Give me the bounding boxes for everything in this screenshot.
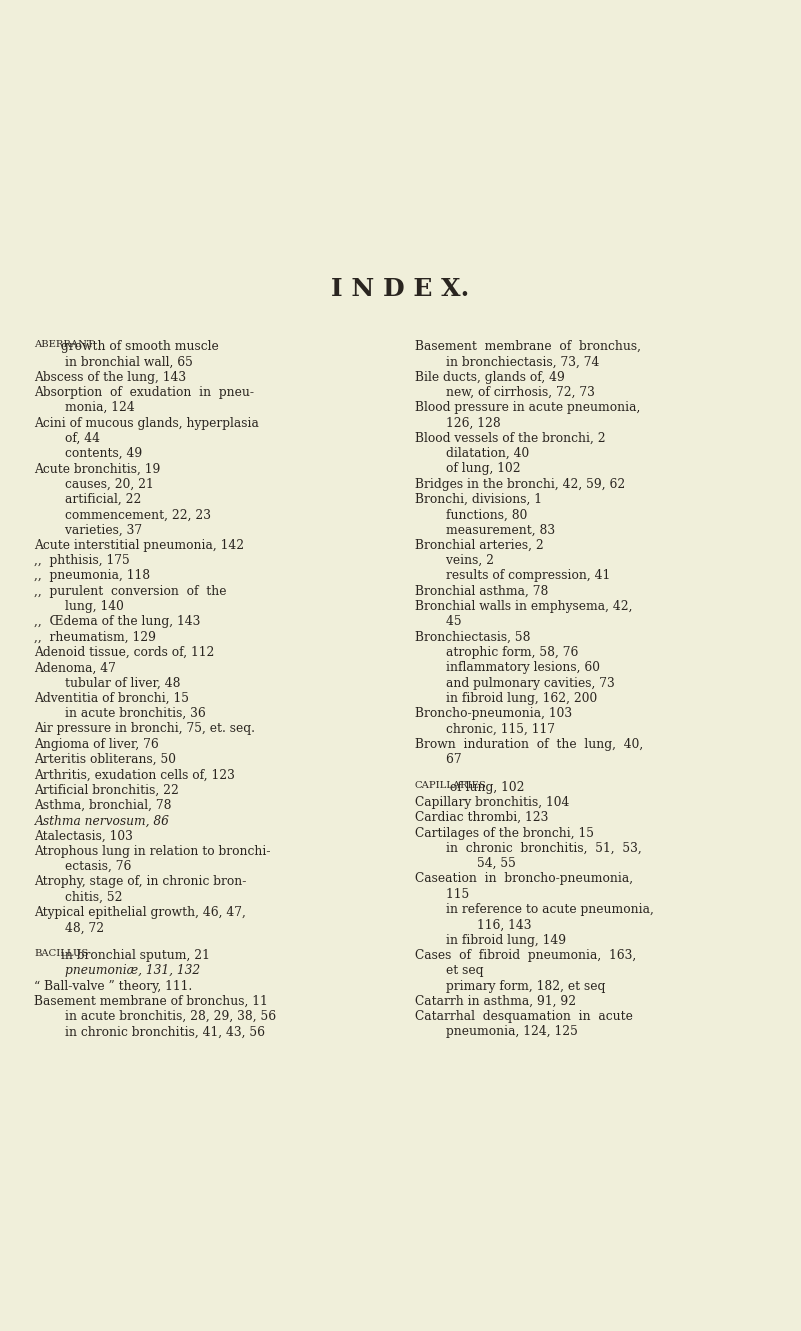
Text: 115: 115 <box>415 888 469 901</box>
Text: in fibroid lung, 149: in fibroid lung, 149 <box>415 933 566 946</box>
Text: Brown  induration  of  the  lung,  40,: Brown induration of the lung, 40, <box>415 737 643 751</box>
Text: 126, 128: 126, 128 <box>415 417 501 430</box>
Text: 67: 67 <box>415 753 461 767</box>
Text: in  chronic  bronchitis,  51,  53,: in chronic bronchitis, 51, 53, <box>415 841 642 855</box>
Text: Blood vessels of the bronchi, 2: Blood vessels of the bronchi, 2 <box>415 431 606 445</box>
Text: “ Ball-valve ” theory, 111.: “ Ball-valve ” theory, 111. <box>34 980 193 993</box>
Text: growth of smooth muscle: growth of smooth muscle <box>58 339 219 353</box>
Text: causes, 20, 21: causes, 20, 21 <box>34 478 155 491</box>
Text: Atalectasis, 103: Atalectasis, 103 <box>34 829 133 843</box>
Text: Adenoma, 47: Adenoma, 47 <box>34 662 116 675</box>
Text: Cases  of  fibroid  pneumonia,  163,: Cases of fibroid pneumonia, 163, <box>415 949 636 962</box>
Text: ,,  Œdema of the lung, 143: ,, Œdema of the lung, 143 <box>34 615 201 628</box>
Text: in bronchial wall, 65: in bronchial wall, 65 <box>34 355 193 369</box>
Text: functions, 80: functions, 80 <box>415 508 527 522</box>
Text: Bile ducts, glands of, 49: Bile ducts, glands of, 49 <box>415 370 565 383</box>
Text: in bronchial sputum, 21: in bronchial sputum, 21 <box>58 949 210 962</box>
Text: Arthritis, exudation cells of, 123: Arthritis, exudation cells of, 123 <box>34 768 235 781</box>
Text: 45: 45 <box>415 615 461 628</box>
Text: Acute interstitial pneumonia, 142: Acute interstitial pneumonia, 142 <box>34 539 244 552</box>
Text: ,,  pneumonia, 118: ,, pneumonia, 118 <box>34 570 151 583</box>
Text: Cartilages of the bronchi, 15: Cartilages of the bronchi, 15 <box>415 827 594 840</box>
Text: ABERRANT: ABERRANT <box>34 339 94 349</box>
Text: Absorption  of  exudation  in  pneu-: Absorption of exudation in pneu- <box>34 386 255 399</box>
Text: Arteritis obliterans, 50: Arteritis obliterans, 50 <box>34 753 176 767</box>
Text: 48, 72: 48, 72 <box>34 921 105 934</box>
Text: Atrophous lung in relation to bronchi-: Atrophous lung in relation to bronchi- <box>34 845 271 858</box>
Text: Acini of mucous glands, hyperplasia: Acini of mucous glands, hyperplasia <box>34 417 260 430</box>
Text: commencement, 22, 23: commencement, 22, 23 <box>34 508 211 522</box>
Text: pneumoniæ, 131, 132: pneumoniæ, 131, 132 <box>34 964 200 977</box>
Text: 116, 143: 116, 143 <box>415 918 531 932</box>
Text: chitis, 52: chitis, 52 <box>34 890 123 904</box>
Text: ,,  purulent  conversion  of  the: ,, purulent conversion of the <box>34 584 227 598</box>
Text: Bronchi, divisions, 1: Bronchi, divisions, 1 <box>415 492 542 506</box>
Text: contents, 49: contents, 49 <box>34 447 143 461</box>
Text: Bronchial arteries, 2: Bronchial arteries, 2 <box>415 539 544 552</box>
Text: Basement  membrane  of  bronchus,: Basement membrane of bronchus, <box>415 339 641 353</box>
Text: Asthma, bronchial, 78: Asthma, bronchial, 78 <box>34 799 172 812</box>
Text: Catarrh in asthma, 91, 92: Catarrh in asthma, 91, 92 <box>415 994 576 1008</box>
Text: in acute bronchitis, 28, 29, 38, 56: in acute bronchitis, 28, 29, 38, 56 <box>34 1010 276 1024</box>
Text: dilatation, 40: dilatation, 40 <box>415 447 529 461</box>
Text: ,,  phthisis, 175: ,, phthisis, 175 <box>34 554 131 567</box>
Text: veins, 2: veins, 2 <box>415 554 494 567</box>
Text: I N D E X.: I N D E X. <box>332 277 469 301</box>
Text: tubular of liver, 48: tubular of liver, 48 <box>34 676 181 689</box>
Text: monia, 124: monia, 124 <box>34 401 135 414</box>
Text: Blood pressure in acute pneumonia,: Blood pressure in acute pneumonia, <box>415 401 640 414</box>
Text: Broncho-pneumonia, 103: Broncho-pneumonia, 103 <box>415 707 572 720</box>
Text: 54, 55: 54, 55 <box>415 857 516 870</box>
Text: Abscess of the lung, 143: Abscess of the lung, 143 <box>34 370 187 383</box>
Text: in reference to acute pneumonia,: in reference to acute pneumonia, <box>415 902 654 916</box>
Text: in bronchiectasis, 73, 74: in bronchiectasis, 73, 74 <box>415 355 599 369</box>
Text: Bronchiectasis, 58: Bronchiectasis, 58 <box>415 631 530 644</box>
Text: Bridges in the bronchi, 42, 59, 62: Bridges in the bronchi, 42, 59, 62 <box>415 478 625 491</box>
Text: BACILLUS: BACILLUS <box>34 949 89 958</box>
Text: Capillary bronchitis, 104: Capillary bronchitis, 104 <box>415 796 570 809</box>
Text: lung, 140: lung, 140 <box>34 600 124 614</box>
Text: and pulmonary cavities, 73: and pulmonary cavities, 73 <box>415 676 614 689</box>
Text: Asthma nervosum, 86: Asthma nervosum, 86 <box>34 815 169 828</box>
Text: Air pressure in bronchi, 75, et. seq.: Air pressure in bronchi, 75, et. seq. <box>34 723 256 736</box>
Text: Angioma of liver, 76: Angioma of liver, 76 <box>34 737 159 751</box>
Text: Acute bronchitis, 19: Acute bronchitis, 19 <box>34 462 161 475</box>
Text: ectasis, 76: ectasis, 76 <box>34 860 132 873</box>
Text: Bronchial walls in emphysema, 42,: Bronchial walls in emphysema, 42, <box>415 600 633 614</box>
Text: Adventitia of bronchi, 15: Adventitia of bronchi, 15 <box>34 692 190 705</box>
Text: Bronchial asthma, 78: Bronchial asthma, 78 <box>415 584 549 598</box>
Text: et seq: et seq <box>415 964 484 977</box>
Text: atrophic form, 58, 76: atrophic form, 58, 76 <box>415 646 578 659</box>
Text: measurement, 83: measurement, 83 <box>415 523 555 536</box>
Text: Artificial bronchitis, 22: Artificial bronchitis, 22 <box>34 784 179 797</box>
Text: ,,  rheumatism, 129: ,, rheumatism, 129 <box>34 631 156 644</box>
Text: inflammatory lesions, 60: inflammatory lesions, 60 <box>415 662 600 675</box>
Text: in fibroid lung, 162, 200: in fibroid lung, 162, 200 <box>415 692 598 705</box>
Text: Cardiac thrombi, 123: Cardiac thrombi, 123 <box>415 811 549 824</box>
Text: varieties, 37: varieties, 37 <box>34 523 143 536</box>
Text: chronic, 115, 117: chronic, 115, 117 <box>415 723 555 736</box>
Text: Basement membrane of bronchus, 11: Basement membrane of bronchus, 11 <box>34 994 268 1008</box>
Text: of lung, 102: of lung, 102 <box>446 781 525 793</box>
Text: in chronic bronchitis, 41, 43, 56: in chronic bronchitis, 41, 43, 56 <box>34 1025 265 1038</box>
Text: Atypical epithelial growth, 46, 47,: Atypical epithelial growth, 46, 47, <box>34 906 247 920</box>
Text: results of compression, 41: results of compression, 41 <box>415 570 610 583</box>
Text: of, 44: of, 44 <box>34 431 100 445</box>
Text: Caseation  in  broncho-pneumonia,: Caseation in broncho-pneumonia, <box>415 872 633 885</box>
Text: primary form, 182, et seq: primary form, 182, et seq <box>415 980 606 993</box>
Text: Atrophy, stage of, in chronic bron-: Atrophy, stage of, in chronic bron- <box>34 876 247 889</box>
Text: in acute bronchitis, 36: in acute bronchitis, 36 <box>34 707 206 720</box>
Text: Catarrhal  desquamation  in  acute: Catarrhal desquamation in acute <box>415 1010 633 1024</box>
Text: of lung, 102: of lung, 102 <box>415 462 521 475</box>
Text: new, of cirrhosis, 72, 73: new, of cirrhosis, 72, 73 <box>415 386 595 399</box>
Text: CAPILLARIES: CAPILLARIES <box>415 781 487 789</box>
Text: Adenoid tissue, cords of, 112: Adenoid tissue, cords of, 112 <box>34 646 215 659</box>
Text: artificial, 22: artificial, 22 <box>34 492 142 506</box>
Text: pneumonia, 124, 125: pneumonia, 124, 125 <box>415 1025 578 1038</box>
